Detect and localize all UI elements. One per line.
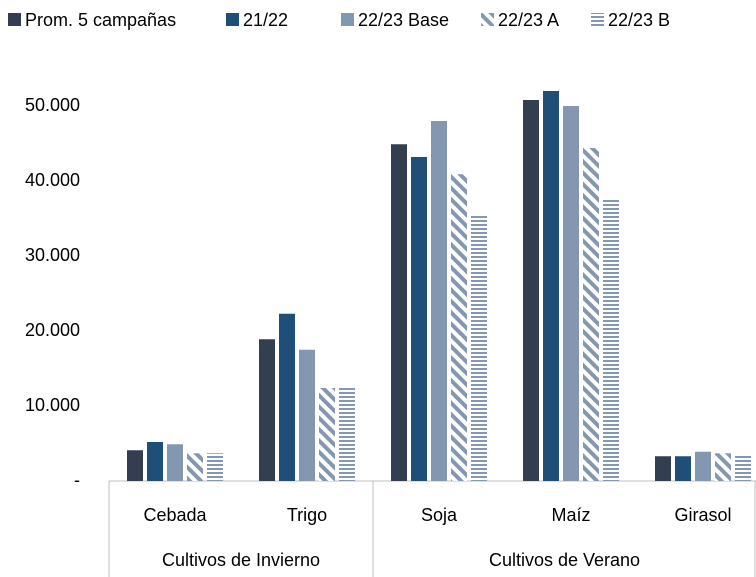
bar (319, 388, 335, 481)
y-tick-label: 40.000 (25, 170, 80, 190)
bar (207, 453, 223, 481)
legend-swatch (226, 13, 239, 26)
bar (655, 456, 671, 481)
x-tick-label: Girasol (674, 505, 731, 525)
y-tick-label: 10.000 (25, 395, 80, 415)
bar (451, 174, 467, 481)
bar (187, 453, 203, 481)
legend-label: 22/23 A (498, 10, 559, 30)
bar (167, 444, 183, 481)
legend-swatch (591, 13, 604, 26)
legend-label: Prom. 5 campañas (25, 10, 176, 30)
legend-swatch (8, 13, 21, 26)
x-tick-label: Maíz (551, 505, 590, 525)
bar (391, 144, 407, 481)
bar (603, 199, 619, 481)
legend-label: 21/22 (243, 10, 288, 30)
group-label: Cultivos de Invierno (162, 550, 320, 570)
legend-label: 22/23 B (608, 10, 670, 30)
bar (299, 349, 315, 481)
bar (715, 453, 731, 481)
bar (523, 100, 539, 481)
bar (339, 388, 355, 481)
bar (147, 442, 163, 481)
bar (471, 214, 487, 481)
x-tick-label: Trigo (287, 505, 327, 525)
y-tick-label: 30.000 (25, 245, 80, 265)
bar (543, 91, 559, 481)
x-tick-label: Soja (421, 505, 458, 525)
bar (675, 456, 691, 481)
y-tick-label: 20.000 (25, 320, 80, 340)
bar (563, 106, 579, 481)
y-tick-label: 50.000 (25, 95, 80, 115)
group-label: Cultivos de Verano (489, 550, 640, 570)
x-tick-label: Cebada (143, 505, 207, 525)
bar (695, 451, 711, 481)
legend-swatch (481, 13, 494, 26)
bar (583, 148, 599, 481)
bar (127, 450, 143, 481)
bar (279, 313, 295, 481)
bar (431, 121, 447, 481)
legend-swatch (341, 13, 354, 26)
bar (735, 454, 751, 481)
legend-label: 22/23 Base (358, 10, 449, 30)
y-tick-label: - (74, 470, 80, 490)
bar (259, 339, 275, 481)
bar (411, 157, 427, 481)
